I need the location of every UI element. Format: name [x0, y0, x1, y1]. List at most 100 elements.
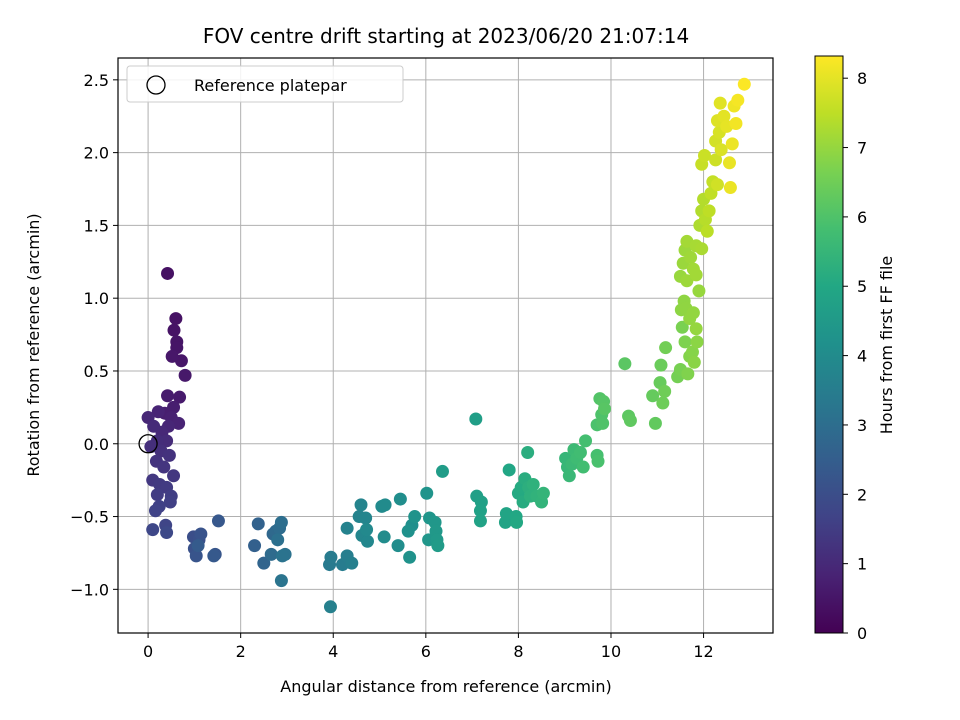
- data-point: [591, 454, 605, 468]
- data-point: [692, 284, 706, 298]
- data-point: [473, 514, 487, 528]
- data-point: [469, 412, 483, 426]
- x-tick-label: 8: [513, 642, 523, 661]
- legend: Reference platepar: [126, 65, 404, 103]
- data-point: [173, 390, 187, 404]
- data-point: [408, 510, 422, 524]
- data-point: [360, 523, 374, 537]
- data-point: [391, 539, 405, 553]
- data-point: [473, 504, 487, 518]
- data-point: [271, 533, 285, 547]
- data-point: [274, 515, 288, 529]
- data-point: [713, 96, 727, 110]
- data-point: [596, 416, 610, 430]
- data-point: [207, 549, 221, 563]
- data-point: [658, 384, 672, 398]
- data-point: [737, 77, 751, 91]
- data-point: [725, 137, 739, 151]
- legend-reference-marker: [146, 75, 166, 95]
- data-point: [714, 143, 728, 157]
- x-axis-ticks: 0 2 4 6 8 10 12: [143, 633, 714, 661]
- data-point: [618, 357, 632, 371]
- data-point: [359, 511, 373, 525]
- data-point: [431, 539, 445, 553]
- data-point: [680, 274, 694, 288]
- colorbar-tick-label: 8: [857, 69, 867, 88]
- data-point: [709, 153, 723, 167]
- data-point: [710, 178, 724, 192]
- data-point: [690, 335, 704, 349]
- data-point: [275, 549, 289, 563]
- data-point: [687, 355, 701, 369]
- y-tick-label: 0.0: [84, 435, 109, 454]
- data-point: [675, 320, 689, 334]
- data-point: [656, 396, 670, 410]
- data-point: [148, 504, 162, 518]
- data-point: [378, 498, 392, 512]
- x-tick-label: 6: [421, 642, 431, 661]
- data-point: [681, 367, 695, 381]
- data-point: [324, 550, 338, 564]
- data-point: [377, 530, 391, 544]
- colorbar-gradient: [814, 55, 844, 634]
- colorbar-tick-label: 1: [857, 555, 867, 574]
- x-axis-label: Angular distance from reference (arcmin): [280, 677, 611, 696]
- chart-title: FOV centre drift starting at 2023/06/20 …: [203, 24, 689, 48]
- colorbar-tick-label: 4: [857, 347, 867, 366]
- data-point: [659, 341, 673, 355]
- x-tick-label: 12: [693, 642, 713, 661]
- data-point: [169, 312, 183, 326]
- colorbar-tick-label: 2: [857, 485, 867, 504]
- data-point: [695, 242, 709, 256]
- data-point: [579, 434, 593, 448]
- data-point: [211, 514, 225, 528]
- data-point: [146, 523, 160, 537]
- data-point: [189, 549, 203, 563]
- data-point: [161, 389, 175, 403]
- data-point: [178, 368, 192, 382]
- data-point: [654, 358, 668, 372]
- data-point: [729, 117, 743, 131]
- y-axis-ticks: −1.0 −0.5 0.0 0.5 1.0 1.5 2.0 2.5: [70, 71, 118, 599]
- data-point: [700, 224, 714, 238]
- colorbar-tick-label: 6: [857, 208, 867, 227]
- data-point: [686, 306, 700, 320]
- grid: [118, 58, 773, 633]
- colorbar-label: Hours from first FF file: [877, 256, 896, 435]
- data-point: [689, 268, 703, 282]
- data-point: [162, 448, 176, 462]
- data-point: [172, 416, 186, 430]
- colorbar-tick-label: 5: [857, 277, 867, 296]
- data-point: [576, 460, 590, 474]
- colorbar-tick-label: 3: [857, 416, 867, 435]
- y-tick-label: 1.5: [84, 216, 109, 235]
- data-point: [151, 405, 165, 419]
- colorbar-ticks: 0 1 2 3 4 5 6 7 8: [843, 69, 867, 643]
- data-point: [160, 526, 174, 540]
- y-tick-label: 2.0: [84, 144, 109, 163]
- x-tick-label: 2: [236, 642, 246, 661]
- data-point: [723, 181, 737, 195]
- data-point: [191, 539, 205, 553]
- data-point: [685, 345, 699, 359]
- data-point: [361, 534, 375, 548]
- data-point: [435, 464, 449, 478]
- data-point: [345, 556, 359, 570]
- data-point: [354, 498, 368, 512]
- colorbar: 0 1 2 3 4 5 6 7 8 Hours from first FF file: [814, 55, 896, 643]
- data-point: [502, 463, 516, 477]
- data-point: [150, 488, 164, 502]
- data-point: [510, 515, 524, 529]
- data-point: [678, 335, 692, 349]
- data-point: [147, 419, 161, 433]
- data-point: [623, 413, 637, 427]
- colorbar-tick-label: 7: [857, 139, 867, 158]
- data-point: [194, 527, 208, 541]
- data-point: [264, 547, 278, 561]
- data-point: [717, 109, 731, 123]
- data-point: [165, 349, 179, 363]
- data-point: [257, 556, 271, 570]
- data-point: [340, 521, 354, 535]
- legend-box: [126, 65, 404, 103]
